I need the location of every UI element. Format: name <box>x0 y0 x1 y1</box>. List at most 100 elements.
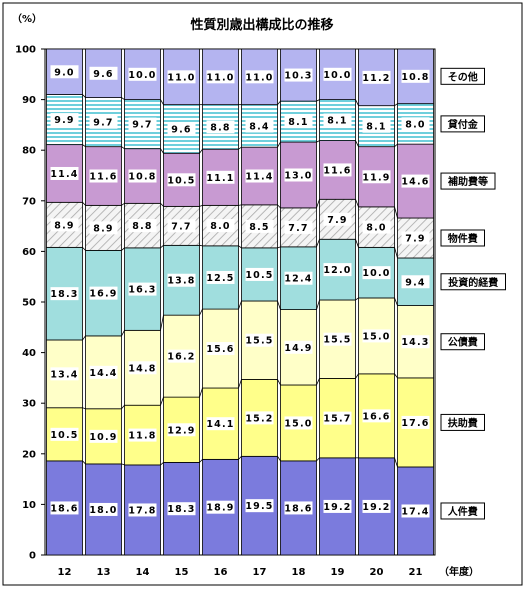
data-label-box <box>401 415 430 429</box>
series-connector-line <box>277 379 281 386</box>
data-label: 10.8 <box>401 72 429 83</box>
data-label: 15.5 <box>323 335 351 346</box>
series-connector-line <box>160 99 164 105</box>
x-tick-label: 20 <box>370 567 384 578</box>
data-label-box <box>167 349 196 363</box>
data-label: 15.7 <box>323 414 351 425</box>
legend-label: 物件費 <box>448 232 478 245</box>
data-label-box <box>89 365 118 379</box>
data-label-box <box>89 502 118 516</box>
series-connector-line <box>160 148 164 154</box>
data-label: 8.0 <box>405 119 425 130</box>
data-label: 14.8 <box>128 363 156 374</box>
data-label: 10.3 <box>284 71 312 82</box>
data-label: 15.2 <box>245 413 273 424</box>
series-connector-line <box>394 297 398 306</box>
series-connector-line <box>121 202 125 206</box>
series-connector-line <box>394 457 398 468</box>
y-tick-label: 80 <box>22 146 36 157</box>
data-label-box <box>323 113 352 127</box>
data-label-box <box>128 361 157 375</box>
data-label: 17.6 <box>401 418 429 429</box>
series-connector-line <box>316 99 320 102</box>
data-label-box <box>89 286 118 300</box>
data-label: 10.0 <box>362 268 390 279</box>
data-label: 12.0 <box>323 265 351 276</box>
y-tick-label: 90 <box>22 95 36 106</box>
x-tick-label: 16 <box>214 567 228 578</box>
data-label: 7.7 <box>171 221 191 232</box>
series-connector-line <box>238 456 242 460</box>
data-label-box <box>245 267 274 281</box>
data-label-box <box>50 65 79 79</box>
series-connector-line <box>394 103 398 107</box>
series-connector-line <box>121 97 125 100</box>
data-label-box <box>206 170 235 184</box>
series-connector-line <box>394 206 398 219</box>
data-label: 10.5 <box>167 175 195 186</box>
data-label-box <box>245 333 274 347</box>
data-label-box <box>89 169 118 183</box>
data-label-box <box>284 340 313 354</box>
x-tick-label: 17 <box>253 567 267 578</box>
data-label: 16.9 <box>89 289 117 300</box>
data-label-box <box>323 163 352 177</box>
data-label-box <box>128 503 157 517</box>
data-label-box <box>128 67 157 81</box>
data-label-box <box>128 219 157 233</box>
series-connector-line <box>277 141 281 148</box>
data-label: 14.4 <box>89 368 117 379</box>
data-label-box <box>323 263 352 277</box>
data-label-box <box>167 173 196 187</box>
data-label-box <box>167 273 196 287</box>
series-connector-line <box>316 457 320 462</box>
data-label: 12.9 <box>167 425 195 436</box>
data-label: 13.0 <box>284 170 312 181</box>
data-label: 11.2 <box>362 73 390 84</box>
y-tick-label: 40 <box>22 348 36 359</box>
series-connector-line <box>199 459 203 463</box>
legend-label: 貸付金 <box>447 118 479 131</box>
data-label-box <box>401 117 430 131</box>
data-label-box <box>284 68 313 82</box>
data-label-box <box>206 342 235 356</box>
data-label: 11.0 <box>245 72 273 83</box>
data-label: 14.6 <box>401 177 429 188</box>
series-connector-line <box>394 247 398 259</box>
data-label: 8.9 <box>93 223 113 234</box>
data-label-box <box>167 219 196 233</box>
data-label: 15.6 <box>206 344 234 355</box>
data-label: 18.6 <box>284 503 312 514</box>
legend-label: その他 <box>448 70 478 83</box>
data-label-box <box>50 427 79 441</box>
series-connector-line <box>355 199 359 208</box>
data-label: 17.8 <box>128 505 156 516</box>
series-connector-line <box>316 140 320 143</box>
data-label: 9.9 <box>54 115 74 126</box>
series-connector-line <box>82 144 86 147</box>
series-connector-line <box>160 315 164 331</box>
data-label: 16.6 <box>362 411 390 422</box>
data-label-box <box>167 423 196 437</box>
data-label-box <box>167 70 196 84</box>
data-label: 18.3 <box>50 289 78 300</box>
y-tick-label: 0 <box>29 551 36 562</box>
y-tick-label: 30 <box>22 399 36 410</box>
data-label: 18.9 <box>206 503 234 514</box>
data-label-box <box>206 500 235 514</box>
series-connector-line <box>82 202 86 206</box>
series-connector-line <box>199 387 203 398</box>
data-label-box <box>245 169 274 183</box>
data-label-box <box>284 271 313 285</box>
series-connector-line <box>238 204 242 206</box>
series-connector-line <box>82 94 86 98</box>
data-label: 16.3 <box>128 285 156 296</box>
data-label: 7.7 <box>288 223 308 234</box>
y-tick-label: 100 <box>15 45 36 56</box>
data-label: 7.9 <box>405 233 425 244</box>
legend-box <box>440 413 485 431</box>
data-label-box <box>89 221 118 235</box>
data-label: 15.5 <box>245 336 273 347</box>
series-connector-line <box>238 146 242 150</box>
